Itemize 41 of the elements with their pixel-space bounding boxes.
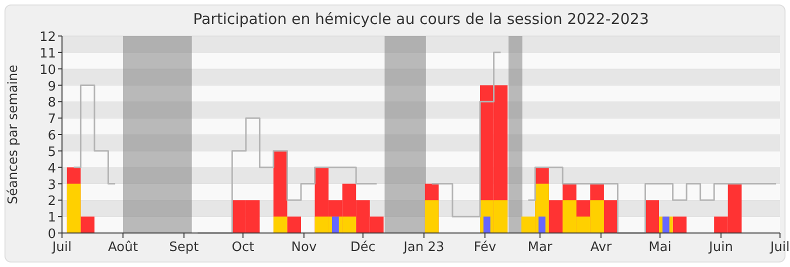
x-tick-label: Juin xyxy=(708,240,733,255)
bar xyxy=(662,216,670,233)
x-tick-label: Sept xyxy=(169,240,199,255)
bar xyxy=(548,200,563,233)
bar xyxy=(273,216,288,233)
bar xyxy=(66,184,81,233)
y-tick-label: 0 xyxy=(48,227,56,242)
y-axis-title: Séances par semaine xyxy=(6,64,21,204)
bar xyxy=(672,216,687,233)
y-tick-label: 2 xyxy=(48,194,56,210)
x-tick-label: Juil xyxy=(51,240,72,255)
y-tick-label: 3 xyxy=(48,178,56,193)
y-tick-label: 11 xyxy=(39,46,56,62)
x-tick-label: Nov xyxy=(291,240,317,255)
y-tick-label: 5 xyxy=(48,144,56,160)
x-tick-label: Mai xyxy=(648,240,672,255)
bar xyxy=(287,216,302,233)
x-tick-label: Avr xyxy=(590,240,612,255)
y-tick-label: 9 xyxy=(48,79,56,94)
y-tick-label: 12 xyxy=(39,30,56,45)
bar xyxy=(332,216,339,233)
y-tick-label: 1 xyxy=(48,210,56,226)
y-tick-label: 8 xyxy=(48,96,56,111)
x-tick-label: Mar xyxy=(528,240,553,255)
y-tick-label: 10 xyxy=(39,62,56,78)
bar xyxy=(538,216,546,233)
bar xyxy=(604,200,618,233)
x-tick-label: Jan 23 xyxy=(402,240,444,255)
bar xyxy=(424,200,439,233)
bar xyxy=(645,200,660,233)
x-tick-label: Août xyxy=(108,240,138,255)
chart-title: Participation en hémicycle au cours de la session 2022-2023 xyxy=(193,10,649,28)
y-tick-label: 6 xyxy=(48,128,56,144)
bar xyxy=(483,216,490,233)
x-tick-label: Déc xyxy=(350,240,376,255)
x-tick-label: Fév xyxy=(474,240,496,255)
y-tick-label: 7 xyxy=(48,112,56,128)
y-tick-label: 4 xyxy=(48,161,56,176)
bar xyxy=(80,216,94,233)
x-tick-label: Oct xyxy=(232,240,254,255)
x-tick-label: Juil xyxy=(769,240,790,255)
